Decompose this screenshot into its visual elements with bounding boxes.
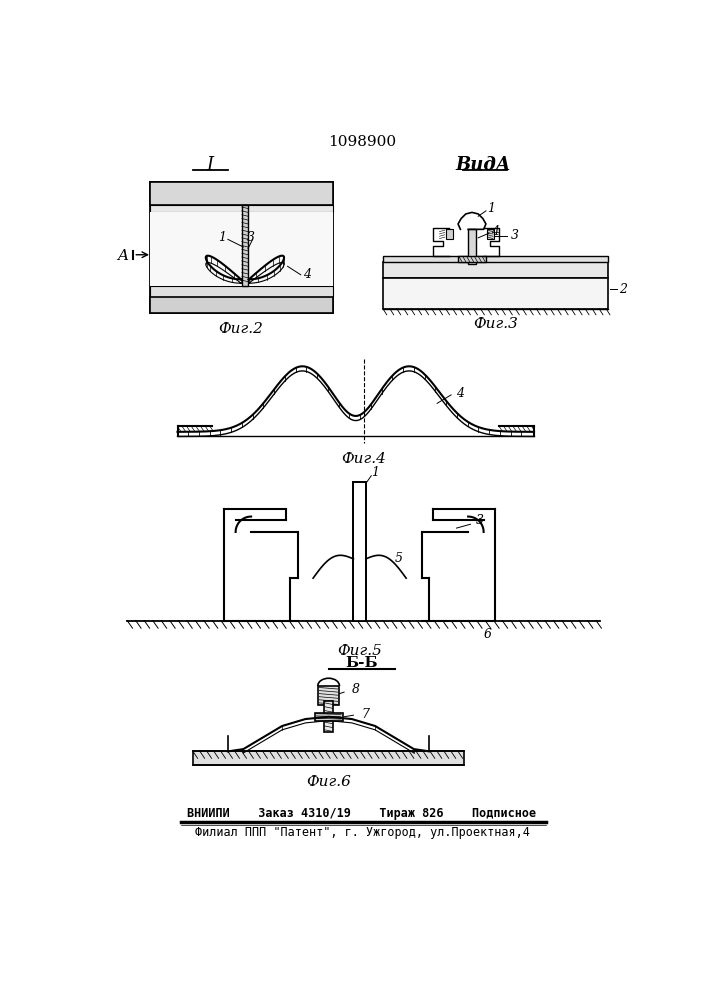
Bar — [324, 701, 333, 732]
Bar — [445, 229, 453, 239]
Text: 3: 3 — [247, 231, 255, 244]
Bar — [354, 482, 366, 620]
Bar — [151, 182, 332, 312]
Bar — [151, 205, 332, 212]
Bar — [383, 278, 607, 309]
Text: 1: 1 — [371, 466, 379, 479]
Text: Фиг.5: Фиг.5 — [337, 644, 382, 658]
Text: A: A — [117, 249, 128, 263]
Text: 4: 4 — [457, 387, 464, 400]
Text: Филиал ППП "Патент", г. Ужгород, ул.Проектная,4: Филиал ППП "Патент", г. Ужгород, ул.Прое… — [194, 826, 530, 839]
Bar — [242, 205, 248, 286]
Bar — [458, 256, 486, 262]
Text: 1098900: 1098900 — [328, 135, 396, 149]
Text: 3: 3 — [510, 229, 519, 242]
Text: 8: 8 — [352, 683, 360, 696]
Text: Фиг.6: Фиг.6 — [306, 775, 351, 789]
Text: 5: 5 — [395, 552, 402, 565]
Text: 7: 7 — [362, 708, 370, 721]
Text: 2: 2 — [619, 283, 627, 296]
Text: ВидА: ВидА — [456, 156, 511, 174]
Text: 4: 4 — [303, 267, 311, 280]
Text: 1: 1 — [218, 231, 226, 244]
Text: Фиг.4: Фиг.4 — [341, 452, 386, 466]
Text: I: I — [206, 156, 214, 174]
Bar — [468, 229, 476, 264]
Text: Б-Б: Б-Б — [346, 656, 378, 670]
Text: 4: 4 — [491, 225, 499, 238]
Bar — [151, 297, 332, 312]
Text: Фиг.2: Фиг.2 — [218, 322, 264, 336]
Bar — [151, 212, 332, 286]
Text: Фиг.3: Фиг.3 — [473, 317, 518, 331]
Text: 1: 1 — [487, 202, 496, 215]
Bar — [193, 751, 464, 765]
Text: ВНИИПИ    Заказ 4310/19    Тираж 826    Подписное: ВНИИПИ Заказ 4310/19 Тираж 826 Подписное — [187, 806, 537, 820]
Bar — [151, 182, 332, 205]
Bar — [315, 713, 343, 721]
Bar — [383, 262, 607, 278]
Bar — [486, 229, 494, 239]
Text: 3: 3 — [476, 514, 484, 527]
Bar — [317, 686, 339, 705]
Bar — [383, 256, 607, 262]
Bar — [151, 286, 332, 297]
Text: 6: 6 — [484, 628, 491, 641]
